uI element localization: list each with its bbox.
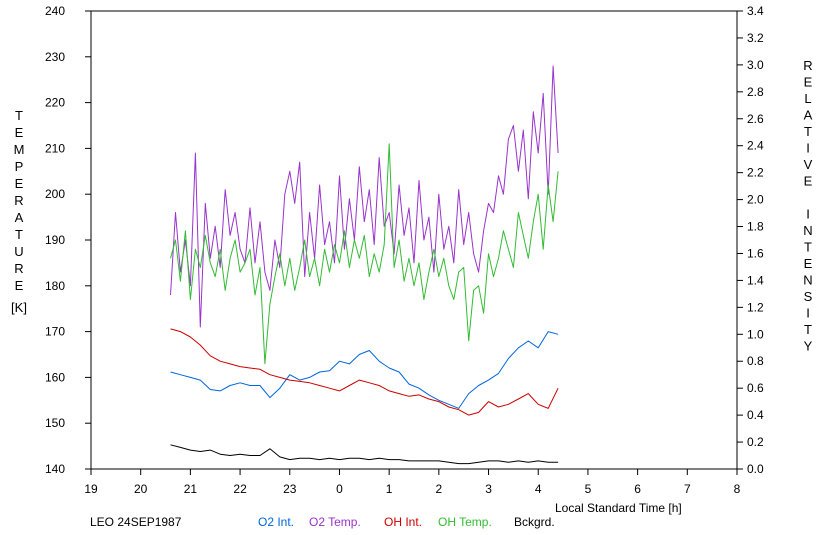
y-left-tick-label: 230 (45, 50, 65, 64)
y-right-title-char: V (804, 157, 813, 172)
y-right-title-char: T (804, 124, 812, 139)
y-right-tick-label: 1.0 (747, 327, 764, 341)
y-right-tick-label: 3.4 (747, 4, 764, 18)
y-right-tick-label: 1.4 (747, 273, 764, 287)
y-left-tick-label: 240 (45, 4, 65, 18)
series-line-o2-int (170, 331, 559, 409)
x-tick-label: 0 (336, 482, 343, 496)
y-right-tick-label: 3.2 (747, 31, 764, 45)
x-tick-label: 7 (684, 482, 691, 496)
y-left-tick-label: 190 (45, 233, 65, 247)
y-left-tick-label: 150 (45, 416, 65, 430)
y-right-title-char: I (806, 141, 810, 156)
y-left-title-char: A (15, 210, 24, 225)
legend-item: Bckgrd. (514, 515, 555, 529)
plot-frame (90, 10, 738, 470)
y-right-title-char: R (803, 58, 812, 73)
x-tick-label: 4 (535, 482, 542, 496)
y-left-tick-label: 200 (45, 187, 65, 201)
y-right-tick-label: 0.8 (747, 354, 764, 368)
y-axis-left: 140 150 160 170 180 190 200 210 220 230 240 (45, 4, 91, 476)
y-axis-left-unit: [K] (11, 300, 27, 315)
legend-item: O2 Temp. (309, 515, 361, 529)
y-right-tick-label: 0.2 (747, 435, 764, 449)
y-right-title-char: Y (804, 339, 813, 354)
series-layer (170, 65, 559, 465)
y-right-title-char: I (806, 207, 810, 222)
series-line-o2-temp (170, 65, 559, 328)
y-right-title-char: T (804, 322, 812, 337)
y-right-tick-label: 1.8 (747, 220, 764, 234)
y-right-tick-label: 2.6 (747, 112, 764, 126)
y-right-tick-label: 1.2 (747, 300, 764, 314)
x-tick-label: 3 (485, 482, 492, 496)
y-left-tick-label: 180 (45, 279, 65, 293)
y-left-title-char: M (14, 142, 25, 157)
y-right-title-char: I (806, 306, 810, 321)
x-tick-label: 2 (436, 482, 443, 496)
y-left-title-char: E (15, 125, 24, 140)
y-left-tick-label: 170 (45, 325, 65, 339)
x-tick-label: 21 (184, 482, 198, 496)
y-left-tick-label: 220 (45, 96, 65, 110)
y-left-title-char: U (14, 244, 23, 259)
legend-item: O2 Int. (258, 515, 294, 529)
x-tick-label: 20 (134, 482, 148, 496)
series-line-oh-temp (170, 143, 559, 365)
y-left-title-char: T (15, 108, 23, 123)
legend-item: OH Temp. (438, 515, 492, 529)
series-line-oh-int (170, 328, 559, 416)
y-right-title-char: A (804, 108, 813, 123)
y-left-tick-label: 210 (45, 141, 65, 155)
y-left-title-char: T (15, 227, 23, 242)
y-right-tick-label: 0.4 (747, 408, 764, 422)
y-right-tick-label: 2.4 (747, 139, 764, 153)
x-tick-label: 6 (634, 482, 641, 496)
x-tick-label: 22 (233, 482, 247, 496)
legend-item: OH Int. (384, 515, 422, 529)
y-left-title-char: E (15, 176, 24, 191)
x-tick-label: 5 (585, 482, 592, 496)
y-left-title-char: R (14, 261, 23, 276)
x-tick-label: 8 (734, 482, 741, 496)
y-left-title-char: E (15, 278, 24, 293)
y-left-title-char: P (15, 159, 24, 174)
y-right-tick-label: 0.0 (747, 462, 764, 476)
y-right-title-char: E (804, 256, 813, 271)
y-right-title-char: T (804, 240, 812, 255)
y-axis-right: 0.0 0.2 0.4 0.6 0.8 1.0 1.2 1.4 1.6 1.8 2.0 2.2 2.4 2… (737, 4, 764, 476)
y-left-tick-label: 160 (45, 370, 65, 384)
y-right-title-char: S (804, 289, 813, 304)
y-right-title-char: E (804, 75, 813, 90)
y-right-title-char: N (803, 273, 812, 288)
x-tick-label: 19 (84, 482, 98, 496)
x-axis-title: Local Standard Time [h] (555, 501, 682, 515)
y-right-tick-label: 2.2 (747, 166, 764, 180)
x-tick-label: 23 (283, 482, 297, 496)
y-right-title-char: E (804, 174, 813, 189)
y-right-tick-label: 2.8 (747, 85, 764, 99)
legend: O2 Int. O2 Temp. OH Int. OH Temp. Bckgrd. (258, 515, 555, 529)
y-right-tick-label: 0.6 (747, 381, 764, 395)
y-right-tick-label: 3.0 (747, 58, 764, 72)
y-left-tick-label: 140 (45, 462, 65, 476)
y-left-title-char: R (14, 193, 23, 208)
x-tick-label: 1 (386, 482, 393, 496)
footer-label: LEO 24SEP1987 (90, 515, 182, 529)
series-line-bckgrd (170, 444, 559, 465)
y-right-title-char: L (804, 91, 811, 106)
y-right-tick-label: 2.0 (747, 193, 764, 207)
y-right-tick-label: 1.6 (747, 246, 764, 260)
x-axis: 19 20 21 22 23 0 1 2 3 4 5 6 7 8 (84, 469, 741, 496)
y-right-title-char: N (803, 223, 812, 238)
